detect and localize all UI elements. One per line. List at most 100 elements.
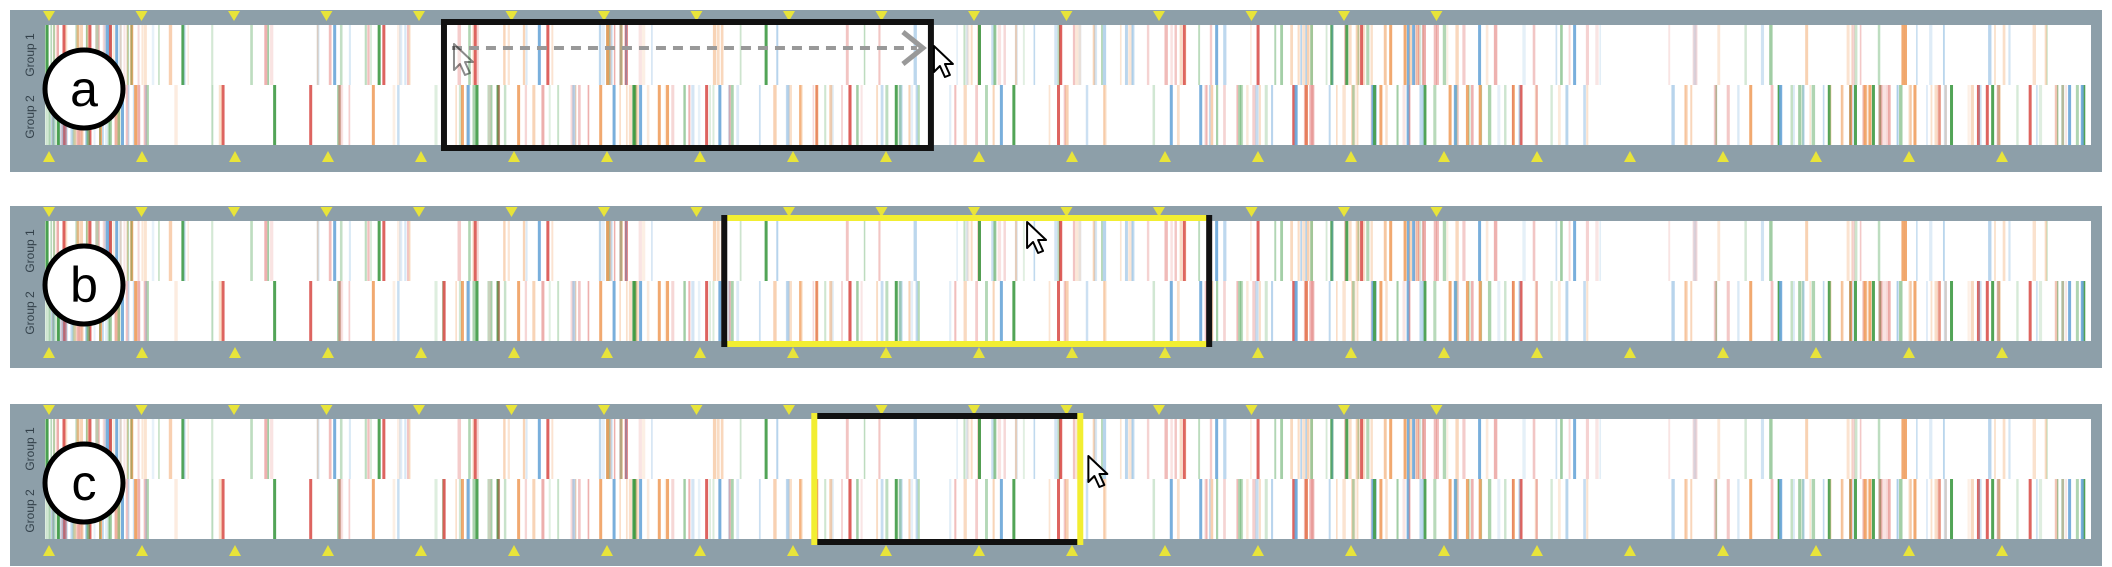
- stripe: [1822, 281, 1825, 341]
- stripe: [876, 85, 879, 145]
- marker-down-icon: [135, 11, 148, 21]
- stripe: [1421, 25, 1424, 85]
- stripe: [1934, 85, 1938, 145]
- stripe: [1271, 479, 1274, 539]
- stripe: [1827, 479, 1831, 539]
- stripe: [497, 479, 501, 539]
- stripe: [728, 85, 731, 145]
- stripe: [134, 281, 138, 341]
- stripe: [1085, 281, 1089, 341]
- stripe: [2056, 85, 2059, 145]
- stripe: [1131, 221, 1135, 281]
- selection-box[interactable]: [721, 215, 1213, 347]
- stripe: [468, 419, 471, 479]
- stripe: [657, 479, 661, 539]
- stripe: [377, 25, 381, 85]
- stripe: [1866, 479, 1871, 539]
- stripe: [1749, 479, 1753, 539]
- stripe: [1726, 479, 1730, 539]
- stripe: [697, 85, 701, 145]
- stripe: [151, 25, 155, 85]
- stripe: [1383, 419, 1387, 479]
- stripe: [1255, 479, 1259, 539]
- stripe: [1849, 479, 1852, 539]
- stripe: [1403, 419, 1407, 479]
- stripe: [141, 419, 144, 479]
- stripe: [1012, 479, 1016, 539]
- stripe: [1128, 419, 1132, 479]
- stripe: [1690, 479, 1693, 539]
- stripe: [1950, 479, 1954, 539]
- stripe: [404, 25, 407, 85]
- stripe: [1878, 85, 1881, 145]
- stripe: [151, 221, 155, 281]
- marker-up-icon: [1810, 151, 1822, 162]
- cursor-icon[interactable]: [932, 45, 954, 78]
- stripe: [339, 221, 343, 281]
- stripe: [1063, 479, 1066, 539]
- stripe: [273, 479, 277, 539]
- stripe: [894, 479, 898, 539]
- stripe: [1421, 85, 1425, 145]
- stripe: [1057, 281, 1061, 341]
- stripe: [1077, 25, 1082, 85]
- stripe: [992, 281, 995, 341]
- stripe: [1373, 281, 1377, 341]
- stripe: [1937, 85, 1942, 145]
- stripe: [977, 221, 981, 281]
- stripe: [434, 85, 438, 145]
- stripe: [406, 221, 409, 281]
- stripe: [977, 419, 981, 479]
- stripe: [1692, 25, 1696, 85]
- group-2-label: Group 2: [23, 95, 37, 139]
- stripe: [134, 85, 138, 145]
- stripe: [1057, 479, 1061, 539]
- stripe: [126, 221, 130, 281]
- stripe: [1146, 221, 1150, 281]
- stripe: [442, 281, 446, 341]
- stripe: [739, 221, 742, 281]
- marker-down-icon: [1338, 405, 1350, 415]
- stripe: [786, 479, 790, 539]
- stripe: [1412, 221, 1416, 281]
- stripe: [1557, 479, 1561, 539]
- stripe: [333, 25, 337, 85]
- stripe: [666, 85, 670, 145]
- stripe: [406, 25, 409, 85]
- stripe: [1421, 221, 1424, 281]
- stripe: [1179, 25, 1183, 85]
- stripe: [1199, 85, 1203, 145]
- stripe: [1717, 419, 1721, 479]
- stripe: [1944, 85, 1947, 145]
- stripe: [619, 221, 623, 281]
- stripe: [1453, 85, 1457, 145]
- cursor-icon[interactable]: [1087, 455, 1109, 488]
- stripe: [1223, 221, 1227, 281]
- stripe: [845, 419, 849, 479]
- stripe: [1215, 85, 1219, 145]
- stripe: [1822, 85, 1825, 145]
- selection-box[interactable]: [440, 19, 934, 151]
- stripe: [1560, 25, 1563, 85]
- stripe: [1478, 281, 1482, 341]
- stripe: [125, 281, 129, 341]
- selection-box[interactable]: [811, 413, 1084, 545]
- stripe: [2075, 479, 2079, 539]
- marker-down-icon: [690, 11, 703, 21]
- stripe: [2008, 25, 2011, 85]
- stripe: [1310, 419, 1313, 479]
- stripe: [1022, 25, 1025, 85]
- stripe: [651, 419, 653, 479]
- stripe: [1465, 281, 1469, 341]
- stripe: [328, 221, 332, 281]
- ghost-cursor-icon[interactable]: [452, 43, 474, 76]
- stripe: [917, 479, 920, 539]
- stripe: [1362, 419, 1366, 479]
- stripe: [1769, 25, 1773, 85]
- stripe: [522, 419, 526, 479]
- stripe: [786, 85, 790, 145]
- stripe: [1360, 25, 1364, 85]
- cursor-icon[interactable]: [1026, 221, 1048, 254]
- stripe: [537, 221, 541, 281]
- marker-down-icon: [135, 207, 148, 217]
